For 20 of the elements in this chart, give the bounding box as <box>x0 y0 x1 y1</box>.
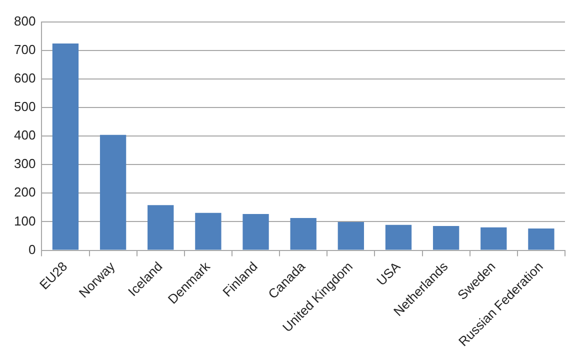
bar <box>385 224 412 250</box>
y-tick-label: 800 <box>14 13 36 28</box>
y-tick-label: 500 <box>14 99 36 114</box>
bar <box>195 212 222 250</box>
bar <box>148 205 174 250</box>
bar <box>480 227 507 250</box>
bar <box>290 218 316 250</box>
y-tick-label: 0 <box>28 242 36 257</box>
bar <box>338 222 364 250</box>
y-tick-label: 700 <box>14 42 36 57</box>
bar <box>52 44 79 250</box>
y-tick-label: 600 <box>14 70 36 86</box>
bar <box>100 134 126 250</box>
bar <box>432 226 460 250</box>
y-tick-label: 300 <box>14 156 36 172</box>
y-tick-label: 400 <box>14 128 36 143</box>
bar <box>242 214 269 250</box>
y-tick-label: 200 <box>14 184 36 200</box>
bar <box>528 228 554 250</box>
y-tick-label: 100 <box>14 213 36 228</box>
